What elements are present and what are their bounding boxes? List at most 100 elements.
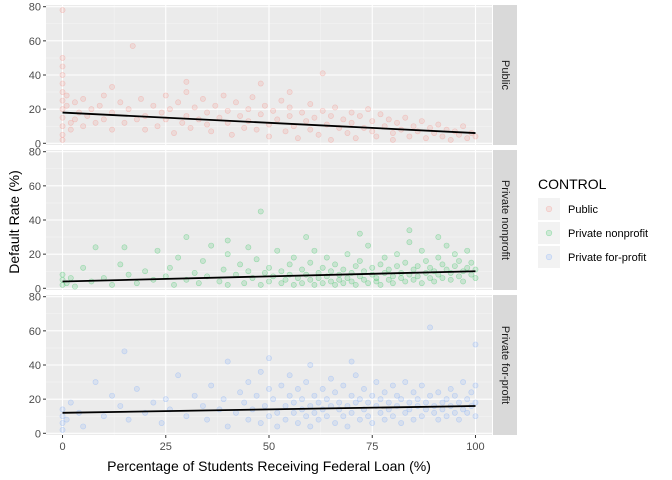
data-point — [278, 97, 285, 104]
data-point — [315, 416, 322, 423]
data-point — [427, 275, 433, 281]
y-tick-label: 0 — [35, 138, 41, 150]
data-point — [67, 275, 74, 281]
y-tick-label: 60 — [29, 36, 41, 48]
data-point — [431, 409, 438, 416]
data-point — [241, 399, 248, 406]
data-point — [290, 409, 297, 416]
points-private-for-profit — [59, 324, 479, 433]
data-point — [439, 399, 446, 406]
data-point — [303, 234, 310, 240]
legend-key-background — [538, 222, 560, 244]
data-point — [266, 386, 272, 392]
data-point — [59, 55, 66, 61]
data-point — [59, 89, 66, 95]
data-point — [121, 119, 128, 126]
data-point — [418, 118, 425, 124]
facet-strip-label: Public — [499, 60, 511, 90]
data-point — [340, 382, 347, 389]
data-point — [245, 379, 252, 385]
legend-label: Private for-profit — [568, 252, 646, 264]
data-point — [340, 266, 347, 273]
data-point — [72, 116, 78, 123]
legend: CONTROL Public Private nonprofit Private f… — [538, 176, 648, 268]
data-point — [59, 406, 66, 413]
data-point — [315, 399, 322, 406]
data-point — [117, 99, 124, 106]
trend-line — [62, 405, 476, 414]
data-point — [125, 271, 132, 278]
data-point — [328, 113, 334, 119]
panels-layer: 0 20 40 60 80 Public 0 20 40 60 80 Private nonprofi… — [29, 2, 517, 453]
data-point — [171, 130, 177, 136]
data-point — [468, 389, 475, 396]
data-point — [348, 278, 355, 285]
y-tick-label: 0 — [35, 283, 41, 295]
data-point — [406, 399, 413, 406]
data-point — [100, 116, 107, 123]
data-point — [389, 130, 396, 136]
data-point — [175, 254, 182, 261]
data-point — [138, 96, 144, 102]
data-point — [472, 399, 479, 406]
data-point — [447, 386, 454, 392]
data-point — [311, 409, 318, 416]
data-point — [200, 96, 206, 102]
data-point — [373, 278, 380, 285]
data-point — [447, 136, 454, 143]
data-point — [59, 72, 66, 78]
y-tick-label: 20 — [29, 104, 41, 116]
data-point — [212, 102, 219, 109]
legend-item-private-for-profit: Private for-profit — [538, 246, 646, 268]
legend-title: CONTROL — [538, 176, 607, 192]
data-point — [237, 261, 243, 268]
data-point — [224, 251, 231, 258]
data-point — [451, 409, 458, 416]
data-point — [257, 80, 264, 87]
x-axis-title: Percentage of Students Receiving Federal… — [107, 458, 431, 474]
data-point — [410, 389, 417, 396]
data-point — [59, 123, 66, 130]
data-point — [257, 368, 264, 375]
data-point — [195, 280, 202, 287]
data-point — [456, 416, 462, 423]
data-point — [228, 131, 235, 138]
data-point — [59, 420, 66, 426]
data-point — [125, 416, 132, 423]
data-point — [414, 273, 421, 280]
data-point — [340, 116, 347, 123]
data-point — [133, 280, 140, 287]
data-point — [208, 382, 215, 389]
data-point — [348, 409, 355, 416]
data-point — [282, 276, 289, 283]
x-axis: 0 25 50 75 100 — [59, 435, 485, 453]
y-tick-label: 60 — [29, 326, 41, 338]
data-point — [286, 104, 293, 111]
data-point — [423, 399, 429, 406]
data-point — [394, 392, 400, 399]
legend-item-private-nonprofit: Private nonprofit — [538, 222, 648, 244]
data-point — [410, 123, 417, 130]
x-tick-label: 100 — [466, 441, 484, 453]
data-point — [389, 280, 396, 287]
data-point — [286, 372, 293, 379]
legend-label: Public — [568, 204, 598, 216]
data-point — [204, 109, 210, 116]
data-point — [158, 420, 165, 426]
data-point — [319, 264, 326, 271]
data-point — [183, 413, 190, 420]
data-point — [414, 263, 421, 269]
data-point — [385, 399, 392, 406]
data-point — [472, 341, 479, 348]
data-point — [245, 106, 252, 113]
y-tick-label: 80 — [29, 147, 41, 159]
data-point — [464, 264, 471, 271]
data-point — [241, 280, 248, 287]
data-point — [348, 119, 355, 126]
data-point — [464, 135, 471, 142]
data-point — [257, 208, 264, 215]
data-point — [274, 247, 281, 254]
data-point — [369, 420, 376, 426]
data-point — [96, 102, 103, 109]
